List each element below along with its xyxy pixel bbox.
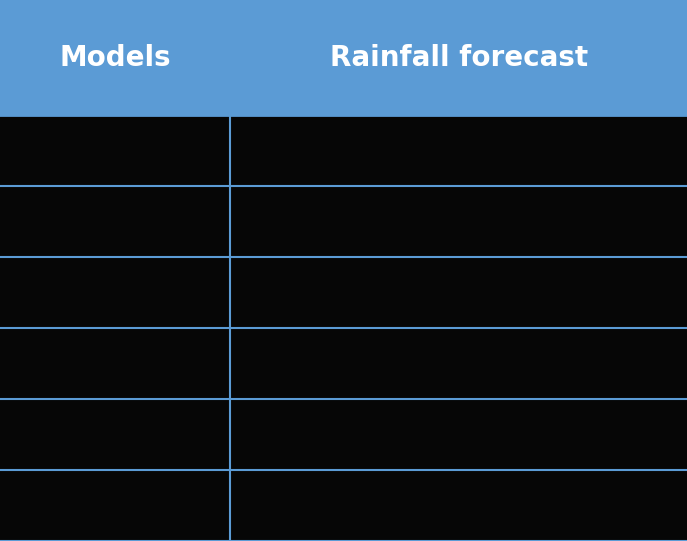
- Bar: [0, 0, 687, 115]
- Bar: [230, 328, 687, 399]
- Bar: [230, 115, 687, 186]
- Bar: [230, 186, 687, 257]
- Bar: [0, 328, 230, 399]
- Bar: [0, 399, 230, 470]
- Bar: [0, 257, 230, 328]
- Bar: [0, 470, 230, 541]
- Bar: [230, 470, 687, 541]
- Bar: [0, 115, 230, 186]
- Text: Models: Models: [59, 43, 171, 71]
- Bar: [0, 186, 230, 257]
- Bar: [230, 399, 687, 470]
- Text: Rainfall forecast: Rainfall forecast: [330, 43, 587, 71]
- Bar: [230, 257, 687, 328]
